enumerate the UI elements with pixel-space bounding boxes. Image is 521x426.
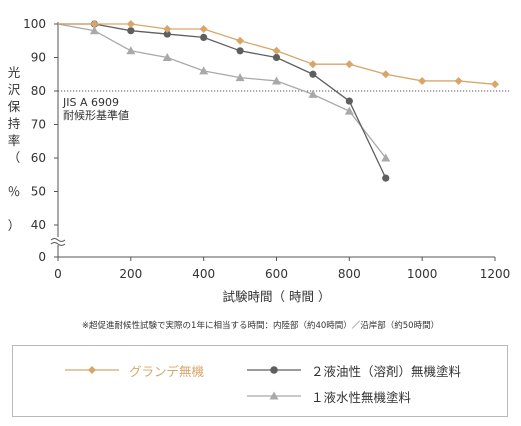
data-point-series-1 — [199, 25, 208, 34]
y-tick-label: 40 — [31, 218, 46, 232]
y-axis-label-char: 率 — [8, 133, 21, 148]
series-group — [57, 20, 499, 182]
x-tick-label: 600 — [265, 267, 288, 281]
x-tick-label: 200 — [119, 267, 142, 281]
data-point-series-1 — [308, 60, 317, 69]
legend-item-series-2: ２液油性（溶剤）無機塗料 — [245, 360, 461, 380]
y-axis-label: 光沢保持率 （ ％ ） — [8, 65, 21, 233]
data-point-series-2 — [236, 47, 244, 55]
data-point-series-3 — [308, 89, 318, 98]
data-point-series-3 — [89, 26, 99, 35]
data-point-series-1 — [345, 60, 354, 69]
data-point-series-3 — [344, 106, 354, 115]
y-axis-label-char: 保 — [8, 99, 21, 114]
legend-label-series-1: グランデ無機 — [129, 363, 205, 379]
legend-item-series-3: １液水性無機塗料 — [245, 386, 411, 406]
data-point-series-1 — [454, 76, 463, 85]
legend-label-series-2: ２液油性（溶剤）無機塗料 — [311, 363, 462, 379]
footnote: ※超促進耐候性試験で実際の1年に相当する時間：内陸部（約40時間）／沿岸部（約5… — [81, 321, 440, 331]
data-point-series-2 — [309, 70, 317, 78]
y-axis-label-char: 持 — [8, 116, 21, 131]
data-point-series-2 — [200, 33, 208, 42]
y-tick-label: 100 — [23, 17, 46, 31]
data-point-series-1 — [236, 36, 245, 45]
y-tick-label: 90 — [31, 51, 46, 65]
series-line-2 — [58, 23, 387, 179]
y-tick-label: 60 — [31, 151, 46, 165]
data-point-series-3 — [381, 153, 391, 162]
x-tick-label: 1000 — [407, 267, 438, 281]
x-tick-label: 0 — [54, 267, 62, 281]
data-point-series-3 — [162, 53, 172, 61]
y-tick-label: 0 — [38, 250, 46, 264]
data-point-series-2 — [127, 27, 135, 35]
y-axis-label-char: ％ — [8, 184, 21, 199]
data-point-series-2 — [382, 174, 390, 182]
y-tick-label: 80 — [31, 84, 46, 98]
data-point-series-3 — [235, 73, 245, 82]
y-axis-label-char — [12, 167, 16, 182]
data-point-series-1 — [163, 25, 172, 34]
y-axis-label-char: （ — [8, 150, 21, 165]
data-point-series-1 — [126, 20, 135, 28]
legend-item-series-1: グランデ無機 — [63, 360, 204, 380]
x-tick-label: 1200 — [480, 267, 511, 281]
data-point-series-2 — [272, 53, 281, 62]
reference-label-line1: JIS A 6909 — [62, 96, 119, 109]
legend-marker-series-2 — [247, 366, 301, 374]
data-point-series-1 — [418, 76, 427, 85]
data-point-series-3 — [199, 66, 209, 75]
reference-label-line2: 耐候形基準値 — [63, 108, 129, 122]
data-point-series-2 — [163, 30, 171, 38]
y-tick-label: 50 — [31, 185, 46, 199]
y-tick-label: 70 — [31, 118, 46, 132]
y-axis-label-char: ） — [8, 218, 21, 233]
axis-break-mark-1 — [50, 238, 66, 242]
data-point-series-3 — [126, 46, 136, 55]
legend-marker-series-1 — [65, 366, 119, 374]
x-tick-label: 400 — [192, 267, 215, 281]
y-axis-label-char: 光 — [8, 65, 21, 80]
y-axis-label-char: 沢 — [8, 82, 21, 97]
legend-label-series-3: １液水性無機塗料 — [311, 389, 412, 405]
y-axis-label-char — [12, 201, 16, 216]
legend: グランデ無機 ２液油性（溶剤）無機塗料 １液水性無機塗料 — [12, 345, 508, 417]
axis-break-mark-2 — [50, 242, 66, 246]
data-point-series-2 — [345, 97, 353, 105]
legend-marker-series-3 — [247, 391, 301, 400]
data-point-series-1 — [491, 80, 499, 89]
x-tick-label: 800 — [338, 267, 361, 281]
series-line-3 — [57, 23, 387, 159]
data-point-series-3 — [272, 76, 281, 85]
x-axis-label: 試験時間（ 時間 ） — [223, 289, 331, 304]
data-point-series-1 — [272, 46, 281, 55]
data-point-series-1 — [381, 70, 390, 79]
data-point-series-1 — [90, 20, 99, 28]
axis-break-gap — [51, 237, 65, 245]
